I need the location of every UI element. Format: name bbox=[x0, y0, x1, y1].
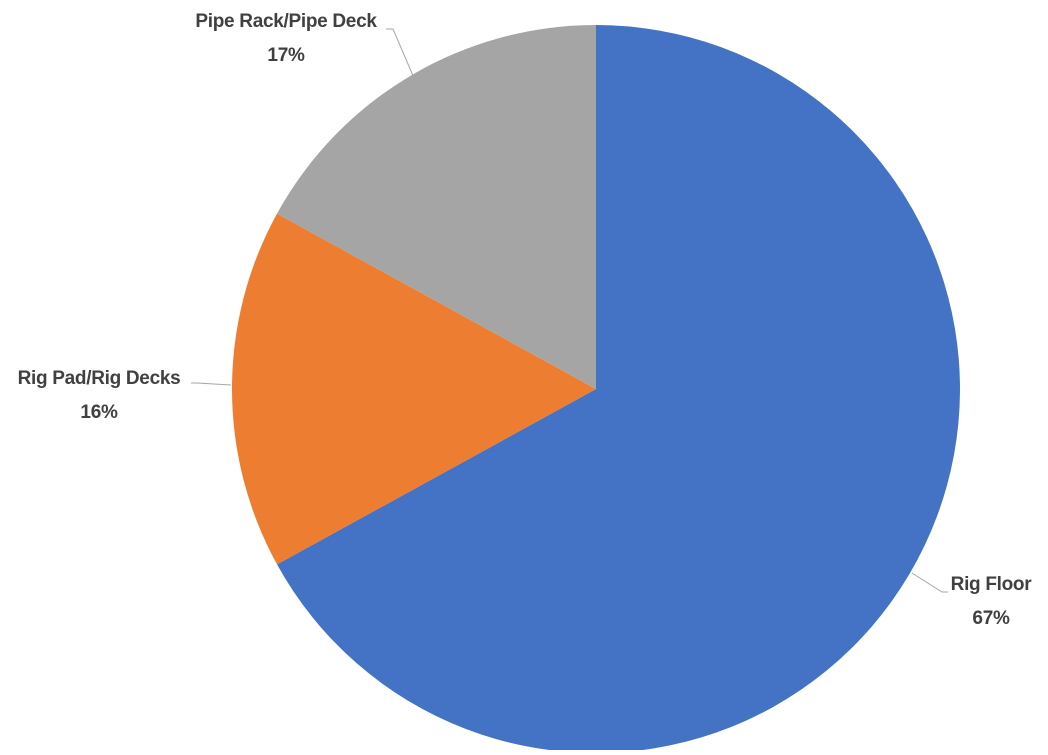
pie-slice-pipe-rack-pipe-deck bbox=[277, 24, 596, 389]
data-labels-layer: Rig Floor 67% Rig Pad/Rig Decks 16% Pipe Rac… bbox=[18, 11, 1033, 629]
data-label-percent-rig-floor: 67% bbox=[972, 608, 1010, 629]
leader-lines-layer bbox=[191, 28, 948, 593]
leader-line-rig-floor bbox=[911, 572, 948, 593]
data-label-category-pipe-rack-pipe-deck: Pipe Rack/Pipe Deck bbox=[195, 11, 377, 32]
data-label-percent-rig-pad-rig-decks: 16% bbox=[80, 402, 118, 423]
pie-slice-rig-pad-rig-decks bbox=[231, 213, 596, 565]
data-label-percent-pipe-rack-pipe-deck: 17% bbox=[267, 45, 305, 66]
pie-slice-rig-floor bbox=[277, 25, 960, 753]
data-label-category-rig-pad-rig-decks: Rig Pad/Rig Decks bbox=[18, 368, 181, 389]
leader-line-pipe-rack-pipe-deck bbox=[386, 28, 415, 79]
data-label-category-rig-floor: Rig Floor bbox=[951, 574, 1033, 595]
leader-line-rig-pad-rig-decks bbox=[191, 382, 232, 386]
slices-layer bbox=[231, 24, 960, 753]
